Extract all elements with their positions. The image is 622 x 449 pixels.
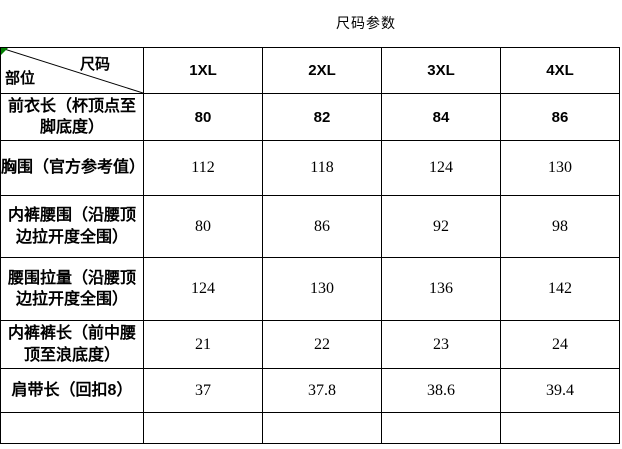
table-row: 胸围（官方参考值） 112 118 124 130 (0, 140, 620, 196)
table-cell: 86 (262, 195, 382, 258)
corner-label-part: 部位 (5, 70, 36, 87)
row-label: 前衣长（杯顶点至脚底度） (0, 93, 144, 141)
row-label: 内裤裤长（前中腰顶至浪底度） (0, 320, 144, 369)
table-cell: 38.6 (381, 368, 501, 413)
table-row: 内裤裤长（前中腰顶至浪底度） 21 22 23 24 (0, 320, 620, 369)
size-parameter-table: 尺码 部位 1XL 2XL 3XL 4XL 前衣长（杯顶点至脚底度） 80 82… (0, 47, 620, 444)
table-cell: 80 (143, 195, 263, 258)
table-cell: 136 (381, 257, 501, 321)
table-cell: 124 (143, 257, 263, 321)
diagonal-divider (1, 48, 143, 93)
table-cell: 39.4 (500, 368, 620, 413)
table-row: 内裤腰围（沿腰顶边拉开度全围） 80 86 92 98 (0, 195, 620, 258)
table-cell: 23 (381, 320, 501, 369)
table-cell: 98 (500, 195, 620, 258)
table-cell: 124 (381, 140, 501, 196)
table-cell: 92 (381, 195, 501, 258)
header-row: 尺码 部位 1XL 2XL 3XL 4XL (0, 47, 620, 94)
table-cell: 86 (500, 93, 620, 141)
table-cell (262, 412, 382, 444)
page-title: 尺码参数 (336, 17, 396, 32)
table-cell: 112 (143, 140, 263, 196)
table-cell: 21 (143, 320, 263, 369)
table-cell: 118 (262, 140, 382, 196)
table-row: 肩带长（回扣8） 37 37.8 38.6 39.4 (0, 368, 620, 413)
row-label: 内裤腰围（沿腰顶边拉开度全围） (0, 195, 144, 258)
table-row: 前衣长（杯顶点至脚底度） 80 82 84 86 (0, 93, 620, 141)
corner-label-size: 尺码 (79, 56, 110, 73)
row-label: 胸围（官方参考值） (0, 140, 144, 196)
column-header-3xl: 3XL (381, 47, 501, 94)
table-cell: 84 (381, 93, 501, 141)
column-header-1xl: 1XL (143, 47, 263, 94)
table-cell: 82 (262, 93, 382, 141)
table-cell: 80 (143, 93, 263, 141)
corner-cell: 尺码 部位 (0, 47, 144, 94)
row-label (0, 412, 144, 444)
column-header-2xl: 2XL (262, 47, 382, 94)
table-cell: 130 (500, 140, 620, 196)
table-cell (143, 412, 263, 444)
table-cell (381, 412, 501, 444)
table-cell (500, 412, 620, 444)
table-cell: 37 (143, 368, 263, 413)
table-cell: 142 (500, 257, 620, 321)
table-cell: 37.8 (262, 368, 382, 413)
table-row-empty (0, 412, 620, 444)
table-cell: 22 (262, 320, 382, 369)
table-row: 腰围拉量（沿腰顶边拉开度全围） 124 130 136 142 (0, 257, 620, 321)
column-header-4xl: 4XL (500, 47, 620, 94)
table-cell: 24 (500, 320, 620, 369)
row-label: 腰围拉量（沿腰顶边拉开度全围） (0, 257, 144, 321)
table-cell: 130 (262, 257, 382, 321)
green-triangle-icon (1, 48, 8, 55)
row-label: 肩带长（回扣8） (0, 368, 144, 413)
